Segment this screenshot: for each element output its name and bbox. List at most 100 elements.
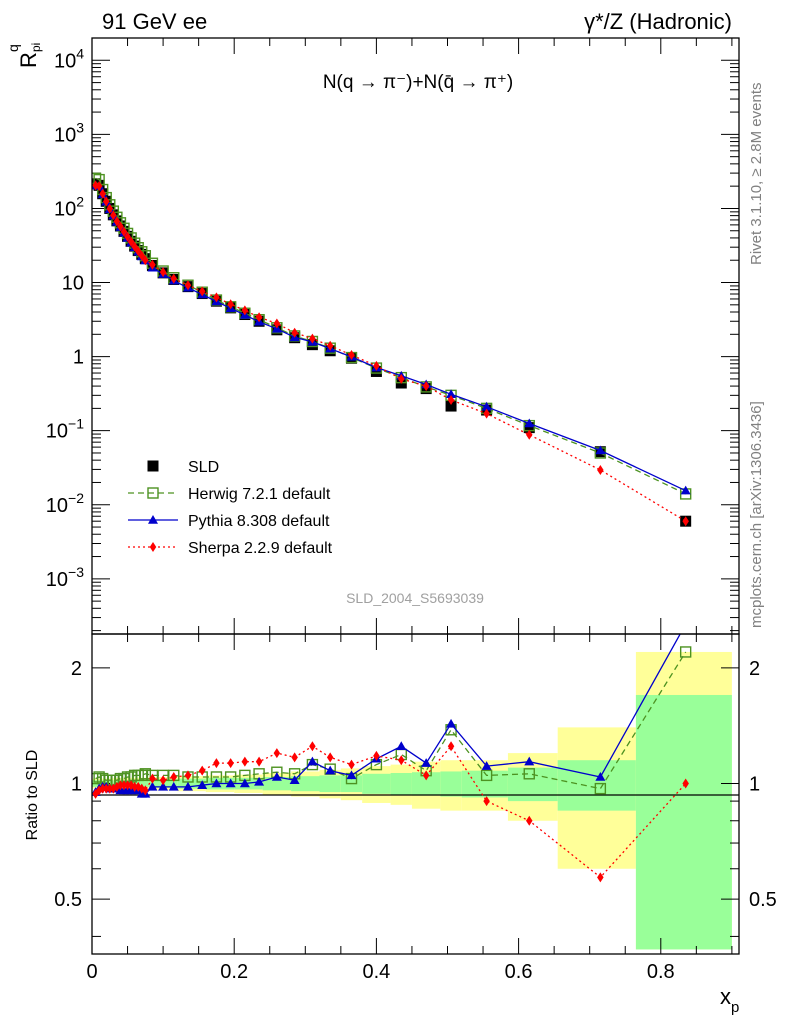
ratio-point-sherpa [483, 796, 490, 807]
point-pythia [481, 401, 492, 411]
point-sherpa [348, 350, 355, 361]
point-sherpa [326, 340, 334, 351]
ratio-point-sherpa [291, 752, 298, 763]
ratio-point-sherpa [348, 759, 355, 770]
band-inner [440, 771, 462, 797]
point-sherpa [255, 312, 263, 323]
ratio-y-label: Ratio to SLD [24, 750, 41, 841]
ratio-y-tick-label: 2 [71, 658, 82, 680]
point-sld [370, 365, 382, 377]
ratio-x-tick-label: 0.2 [220, 961, 248, 983]
point-sherpa [127, 236, 135, 247]
legend-marker [147, 460, 159, 472]
ratio-point-sherpa [447, 741, 455, 752]
legend-label: Sherpa 2.2.9 default [188, 540, 333, 557]
main-y-tick-exp: 4 [76, 45, 84, 61]
ratio-point-pythia [225, 778, 236, 788]
band-inner [177, 778, 206, 789]
ratio-x-tick-label: 0.4 [362, 961, 390, 983]
main-plot: N(q → π⁻)+N(q̄ → π⁺) SLD_2004_S5693039 1… [5, 37, 740, 635]
ratio-point-pythia [481, 761, 492, 770]
ratio-point-herwig [480, 769, 493, 782]
point-sherpa [102, 196, 110, 207]
ratio-point-sherpa [526, 815, 533, 826]
legend-label: Pythia 8.308 default [188, 513, 330, 530]
ratio-point-pythia [524, 756, 535, 766]
legend-label: Herwig 7.2.1 default [188, 486, 331, 503]
ratio-x-tick-label: 0 [86, 961, 97, 983]
ratio-point-sherpa [106, 783, 114, 794]
ratio-point-pythia [346, 770, 357, 780]
main-y-tick-exp: −2 [68, 490, 84, 506]
ratio-point-sherpa [422, 770, 430, 781]
point-sherpa [117, 221, 124, 232]
point-sherpa [134, 246, 142, 257]
main-y-tick-label: 10 [62, 273, 84, 295]
ratio-point-pythia [211, 778, 222, 788]
point-sherpa [241, 305, 249, 316]
point-sherpa [273, 318, 281, 329]
rivet-label: Rivet 3.1.10, ≥ 2.8M events [748, 83, 765, 266]
main-y-tick-label: 10−3 [46, 564, 84, 591]
point-sherpa [597, 464, 604, 475]
legend-marker [149, 542, 157, 552]
band-inner [461, 770, 508, 798]
ratio-point-pythia [396, 741, 407, 751]
ratio-point-pythia [158, 781, 169, 791]
ratio-point-sherpa [373, 750, 380, 761]
ratio-point-pythia [197, 780, 208, 789]
ratio-point-herwig [594, 782, 607, 795]
ratio-point-sherpa [241, 756, 249, 767]
ratio-y-tick-label-right: 2 [749, 658, 760, 680]
ratio-series [92, 619, 692, 883]
legend-entry-pythia: Pythia 8.308 default [128, 513, 330, 530]
point-sherpa [106, 203, 114, 214]
point-sherpa [110, 210, 117, 221]
ratio-frame [91, 633, 740, 955]
y-label-R: R [16, 52, 41, 68]
main-series [92, 172, 692, 527]
point-sherpa [170, 273, 178, 284]
series-sherpa [92, 180, 689, 527]
ratio-point-herwig [679, 646, 692, 658]
ratio-point-sherpa [184, 770, 192, 781]
ratio-point-pythia [681, 619, 691, 628]
ratio-x-tick-label: 0.8 [647, 961, 675, 983]
legend-entry-herwig: Herwig 7.2.1 default [128, 486, 331, 503]
series-sld [92, 178, 692, 527]
point-sherpa [422, 381, 430, 392]
legend-marker [148, 515, 158, 524]
point-sld [445, 400, 457, 412]
point-pythia [524, 418, 535, 428]
y-label-sub: pi [29, 43, 43, 52]
point-sherpa [120, 226, 128, 237]
point-sherpa [184, 280, 192, 291]
band-inner [507, 767, 558, 802]
ratio-point-sherpa [102, 783, 110, 794]
main-y-tick-base: 10 [46, 495, 68, 517]
ratio-point-pythia [595, 771, 606, 781]
main-y-tick-base: 10 [54, 50, 76, 72]
main-y-tick-exp: 3 [76, 119, 84, 135]
band-inner [411, 772, 441, 796]
band-inner [557, 760, 636, 811]
ratio-point-sherpa [120, 780, 128, 791]
main-y-tick-base: 10 [54, 198, 76, 220]
x-axis-label-main: x [720, 984, 731, 1009]
point-pythia [680, 485, 691, 495]
point-sherpa [447, 394, 455, 405]
ratio-point-pythia [147, 781, 158, 791]
point-sherpa [682, 516, 689, 527]
point-sherpa [159, 267, 167, 278]
main-y-tick-label: 10−1 [46, 416, 84, 443]
series-pythia [92, 180, 691, 495]
ratio-point-herwig [139, 768, 152, 780]
y-label-sup: q [5, 44, 21, 52]
header-left: 91 GeV ee [102, 9, 207, 34]
point-sherpa [95, 181, 103, 192]
ratio-point-sherpa [682, 778, 689, 789]
point-sherpa [124, 231, 131, 242]
point-sherpa [198, 286, 206, 297]
